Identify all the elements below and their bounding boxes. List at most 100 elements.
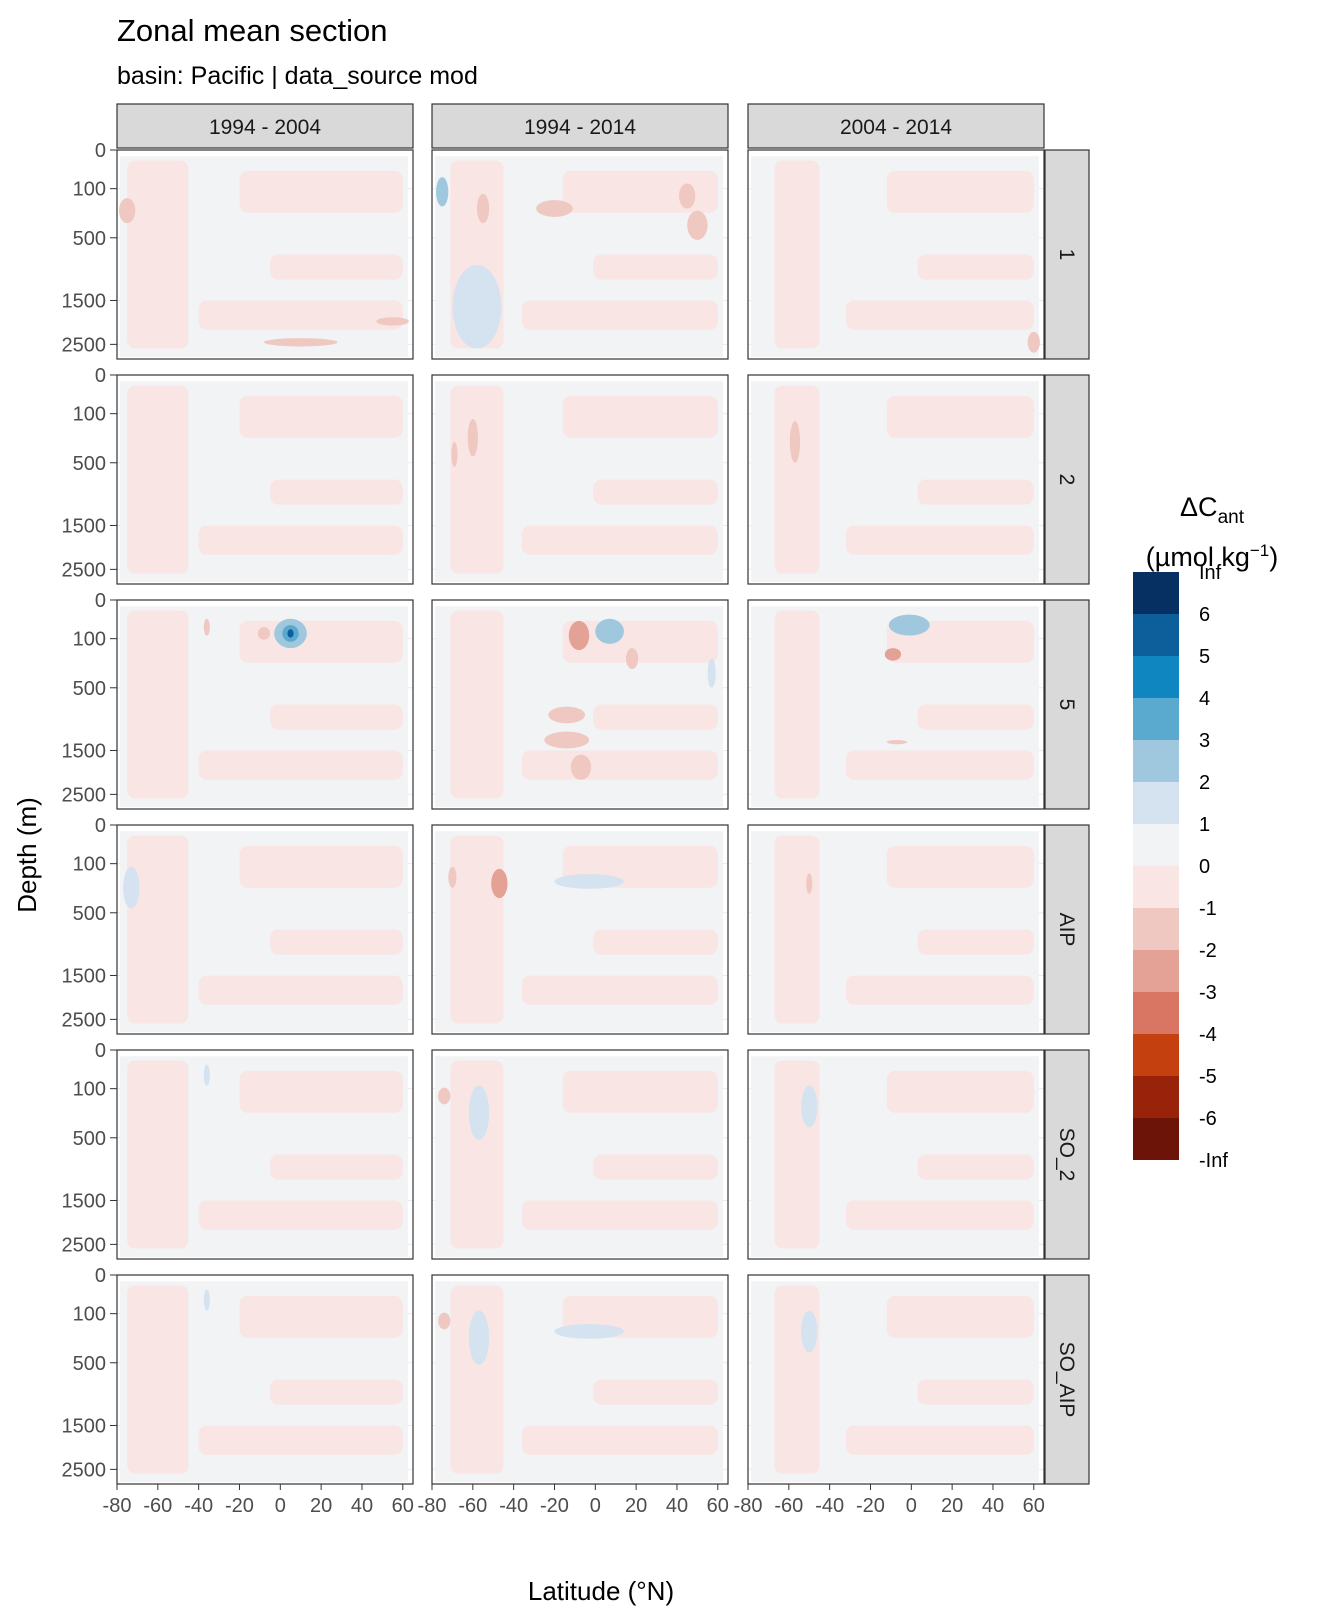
anomaly-feature xyxy=(888,614,930,636)
legend-color-boxes xyxy=(1133,572,1179,1160)
x-tick-label: -60 xyxy=(458,1495,487,1517)
positive-anomaly-region xyxy=(562,1070,718,1113)
legend-box xyxy=(1133,572,1179,614)
y-tick-label: 100 xyxy=(73,404,106,426)
y-tick-label: 1500 xyxy=(62,290,107,312)
positive-anomaly-region xyxy=(917,1379,1034,1405)
legend-box xyxy=(1133,614,1179,656)
legend-box xyxy=(1133,1034,1179,1076)
facet-panels xyxy=(116,149,1045,1485)
positive-anomaly-region xyxy=(198,975,403,1005)
positive-anomaly-region xyxy=(774,835,820,1024)
x-tick-label: -80 xyxy=(103,1495,132,1517)
panel-border xyxy=(431,374,729,585)
chart-title: Zonal mean section xyxy=(117,13,388,48)
positive-anomaly-region xyxy=(562,170,718,213)
positive-anomaly-region xyxy=(845,1425,1034,1455)
positive-anomaly-region xyxy=(593,479,718,505)
facet-panel xyxy=(116,824,414,1035)
panel-border xyxy=(747,1274,1045,1485)
colorbar-legend: ΔCant (µmol kg−1) Inf 6 5 4 3 2 1 0 -1 -2 -3 -4 -5 -6… xyxy=(1133,492,1278,1172)
positive-anomaly-region xyxy=(917,1154,1034,1180)
legend-label: -4 xyxy=(1199,1024,1217,1046)
anomaly-feature xyxy=(203,1064,210,1086)
facet-panel xyxy=(747,1049,1045,1260)
anomaly-feature xyxy=(491,868,508,899)
column-strip xyxy=(431,103,729,149)
positive-anomaly-region xyxy=(198,750,403,780)
anomaly-feature xyxy=(438,1312,451,1330)
anomaly-feature xyxy=(554,874,624,889)
x-tick-label: -40 xyxy=(184,1495,213,1517)
facet-panel xyxy=(431,824,729,1035)
panel-border xyxy=(431,1274,729,1485)
positive-anomaly-region xyxy=(845,525,1034,555)
positive-anomaly-region xyxy=(521,750,718,780)
x-tick-label: -80 xyxy=(418,1495,447,1517)
legend-unit-main: (µmol kg xyxy=(1146,542,1250,572)
positive-anomaly-region xyxy=(239,170,403,213)
row-strip xyxy=(1044,1274,1090,1485)
anomaly-feature xyxy=(886,740,908,745)
panel-border xyxy=(116,1274,414,1485)
x-tick-label: -20 xyxy=(856,1495,885,1517)
positive-anomaly-region xyxy=(593,1379,718,1405)
panel-border xyxy=(747,824,1045,1035)
legend-box xyxy=(1133,698,1179,740)
anomaly-feature xyxy=(789,420,801,463)
column-strip-label: 2004 - 2014 xyxy=(840,116,952,139)
y-tick-label: 100 xyxy=(73,629,106,651)
legend-box xyxy=(1133,824,1179,866)
x-tick-label: -80 xyxy=(734,1495,763,1517)
legend-box xyxy=(1133,656,1179,698)
legend-title: ΔCant xyxy=(1180,492,1245,528)
legend-box xyxy=(1133,866,1179,908)
positive-anomaly-region xyxy=(774,160,820,349)
anomaly-feature xyxy=(123,866,140,909)
anomaly-feature xyxy=(119,198,136,224)
panel-border xyxy=(431,599,729,810)
facet-panel xyxy=(116,149,414,360)
column-strip-label: 1994 - 2014 xyxy=(524,116,636,139)
y-tick-label: 0 xyxy=(95,815,106,837)
facet-panel xyxy=(747,1274,1045,1485)
anomaly-feature xyxy=(257,627,271,640)
positive-anomaly-region xyxy=(270,704,403,730)
row-strip-label: 5 xyxy=(1055,699,1078,711)
y-tick-label: 1500 xyxy=(62,1190,107,1212)
column-strip xyxy=(116,103,414,149)
anomaly-feature xyxy=(263,338,338,347)
panel-border xyxy=(431,149,729,360)
facet-panel xyxy=(747,599,1045,810)
x-tick-label: 0 xyxy=(906,1495,917,1517)
anomaly-feature xyxy=(451,441,458,467)
legend-box xyxy=(1133,950,1179,992)
positive-anomaly-region xyxy=(593,704,718,730)
row-strip-label: SO_AIP xyxy=(1055,1342,1078,1418)
row-strip-label: SO_2 xyxy=(1055,1128,1078,1182)
positive-anomaly-region xyxy=(774,385,820,574)
positive-anomaly-region xyxy=(845,750,1034,780)
facet-panel xyxy=(116,1274,414,1485)
positive-anomaly-region xyxy=(239,395,403,438)
facet-panel xyxy=(116,374,414,585)
positive-anomaly-region xyxy=(521,975,718,1005)
positive-anomaly-region xyxy=(239,845,403,888)
row-strip xyxy=(1044,149,1090,360)
positive-anomaly-region xyxy=(774,610,820,799)
anomaly-feature xyxy=(476,193,490,224)
x-tick-label: 40 xyxy=(982,1495,1004,1517)
anomaly-feature xyxy=(376,317,409,326)
positive-anomaly-region xyxy=(270,1154,403,1180)
positive-anomaly-region xyxy=(198,300,403,330)
legend-label: -1 xyxy=(1199,898,1217,920)
x-axis-title: Latitude (°N) xyxy=(528,1576,674,1606)
facet-strips: 1994 - 2004 1994 - 2014 2004 - 2014 1 2 5 AIP S… xyxy=(116,103,1090,1485)
panel-border xyxy=(747,1049,1045,1260)
positive-anomaly-region xyxy=(450,1060,504,1249)
positive-anomaly-region xyxy=(127,835,189,1024)
positive-anomaly-region xyxy=(127,610,189,799)
x-tick-label: 20 xyxy=(310,1495,332,1517)
anomaly-feature xyxy=(468,1085,490,1140)
row-strip-label: AIP xyxy=(1055,913,1078,947)
